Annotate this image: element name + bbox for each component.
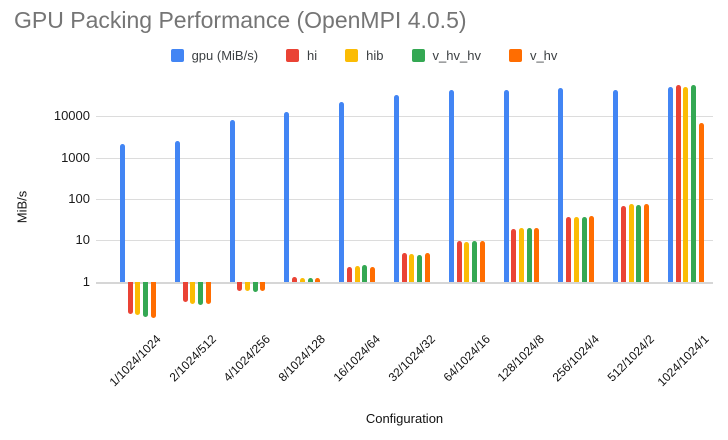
x-axis-label: 4/1024/256 [221,332,274,385]
bar-gpu-mib-s--2/1024/512[interactable] [174,141,180,282]
bar-v-hv-64/1024/16[interactable] [479,241,485,282]
bar-hi-8/1024/128[interactable] [292,277,298,282]
bar-hib-128/1024/8[interactable] [519,228,524,282]
bar-hi-128/1024/8[interactable] [511,228,517,282]
bar-hi-64/1024/16[interactable] [456,240,462,282]
bar-hib-64/1024/16[interactable] [464,241,470,282]
legend-item-v-hv[interactable]: v_hv [508,48,558,63]
bar-v-hv-128/1024/8[interactable] [534,228,540,282]
legend-item-hi[interactable]: hi [286,48,317,63]
y-tick-label: 100 [68,190,90,206]
legend-label: hib [366,48,384,63]
legend-label: v_hv_hv [432,48,481,63]
bar-hib-1024/1024/1[interactable] [683,86,689,282]
x-axis-label: 2/1024/512 [166,332,219,385]
bar-hi-256/1024/4[interactable] [566,217,572,282]
bar-v-hv-hv-1/1024/1024[interactable] [143,281,149,318]
bar-gpu-mib-s--8/1024/128[interactable] [284,112,290,282]
bar-hib-2/1024/512[interactable] [190,281,196,304]
legend-swatch-icon [345,49,359,62]
bar-gpu-mib-s--256/1024/4[interactable] [558,88,564,282]
bar-v-hv-512/1024/2[interactable] [644,203,649,282]
bar-v-hv-hv-4/1024/256[interactable] [252,281,258,292]
bar-v-hv-hv-64/1024/16[interactable] [471,240,477,282]
bar-v-hv-hv-256/1024/4[interactable] [581,216,587,282]
bar-hi-4/1024/256[interactable] [237,281,243,292]
legend-swatch-icon [286,49,300,62]
bar-v-hv-hv-1024/1024/1[interactable] [691,85,697,282]
bar-v-hv-hv-8/1024/128[interactable] [307,278,313,282]
legend: gpu (MiB/s) hi hib v_hv_hv v_hv [0,48,728,63]
bar-gpu-mib-s--4/1024/256[interactable] [229,119,235,282]
x-axis-title: Configuration [365,411,444,426]
bar-v-hv-8/1024/128[interactable] [315,277,321,282]
bar-v-hv-hv-128/1024/8[interactable] [526,228,532,282]
x-axis-label: 32/1024/32 [385,332,438,385]
bar-v-hv-256/1024/4[interactable] [589,215,595,282]
bar-gpu-mib-s--512/1024/2[interactable] [613,89,619,282]
bar-gpu-mib-s--128/1024/8[interactable] [503,89,509,282]
bar-hi-1024/1024/1[interactable] [675,85,681,282]
x-axis-label: 256/1024/4 [549,332,603,385]
bar-v-hv-hv-16/1024/64[interactable] [362,264,368,282]
y-tick-label: 10000 [53,108,90,124]
bar-hi-32/1024/32[interactable] [401,252,407,282]
x-axis-label: 128/1024/8 [495,332,548,385]
legend-item-hib[interactable]: hib [345,48,384,63]
bar-v-hv-4/1024/256[interactable] [260,281,266,291]
bar-v-hv-16/1024/64[interactable] [370,266,375,282]
bar-hi-1/1024/1024[interactable] [127,281,133,314]
legend-item-gpu-mib-s-[interactable]: gpu (MiB/s) [170,48,259,63]
chart-title: GPU Packing Performance (OpenMPI 4.0.5) [14,7,467,33]
bar-hib-4/1024/256[interactable] [245,281,250,292]
bar-v-hv-1/1024/1024[interactable] [150,281,156,318]
x-axis-label: 1/1024/1024 [106,332,164,390]
x-axis-label: 8/1024/128 [275,332,329,385]
plot-area [96,85,713,325]
legend-label: hi [307,48,318,63]
bar-gpu-mib-s--32/1024/32[interactable] [394,94,399,282]
bar-hib-8/1024/128[interactable] [299,277,305,282]
bar-v-hv-1024/1024/1[interactable] [698,123,704,282]
bar-hi-16/1024/64[interactable] [346,266,352,282]
bar-hi-2/1024/512[interactable] [182,281,188,302]
x-axis-label: 64/1024/16 [440,332,493,385]
bar-v-hv-hv-32/1024/32[interactable] [417,255,423,282]
y-tick-label: 1000 [61,149,90,165]
bar-hib-512/1024/2[interactable] [628,203,634,282]
bar-v-hv-hv-512/1024/2[interactable] [636,204,642,282]
legend-item-v-hv-hv[interactable]: v_hv_hv [411,48,481,63]
bar-gpu-mib-s--1024/1024/1[interactable] [668,86,673,282]
bar-hib-16/1024/64[interactable] [354,266,360,282]
gridline-1000 [96,157,713,159]
y-tick-label: 10 [75,232,90,248]
bar-v-hv-32/1024/32[interactable] [424,253,430,282]
x-axis-label: 512/1024/2 [604,332,658,385]
bar-hib-32/1024/32[interactable] [409,254,415,282]
y-axis-ticks: 1 10 100 1000 10000 [0,0,90,440]
x-axis-label: 1024/1024/1 [654,332,712,390]
bar-hi-512/1024/2[interactable] [620,205,626,282]
x-axis-label: 16/1024/64 [330,332,384,385]
gridline-10 [96,240,713,242]
bar-gpu-mib-s--64/1024/16[interactable] [448,90,454,282]
gridline-1 [96,281,713,284]
legend-label: v_hv [529,48,558,63]
bar-v-hv-2/1024/512[interactable] [205,281,211,304]
bar-v-hv-hv-2/1024/512[interactable] [197,281,203,306]
legend-label: gpu (MiB/s) [191,48,259,63]
legend-swatch-icon [170,49,184,62]
legend-swatch-icon [508,49,522,62]
gridline-10000 [96,116,713,118]
y-tick-label: 1 [82,273,90,289]
legend-swatch-icon [411,49,425,62]
bar-gpu-mib-s--1/1024/1024[interactable] [120,144,125,282]
bar-gpu-mib-s--16/1024/64[interactable] [339,101,345,282]
bar-hib-1/1024/1024[interactable] [135,281,141,316]
bar-hib-256/1024/4[interactable] [573,216,579,282]
gridline-100 [96,198,713,200]
